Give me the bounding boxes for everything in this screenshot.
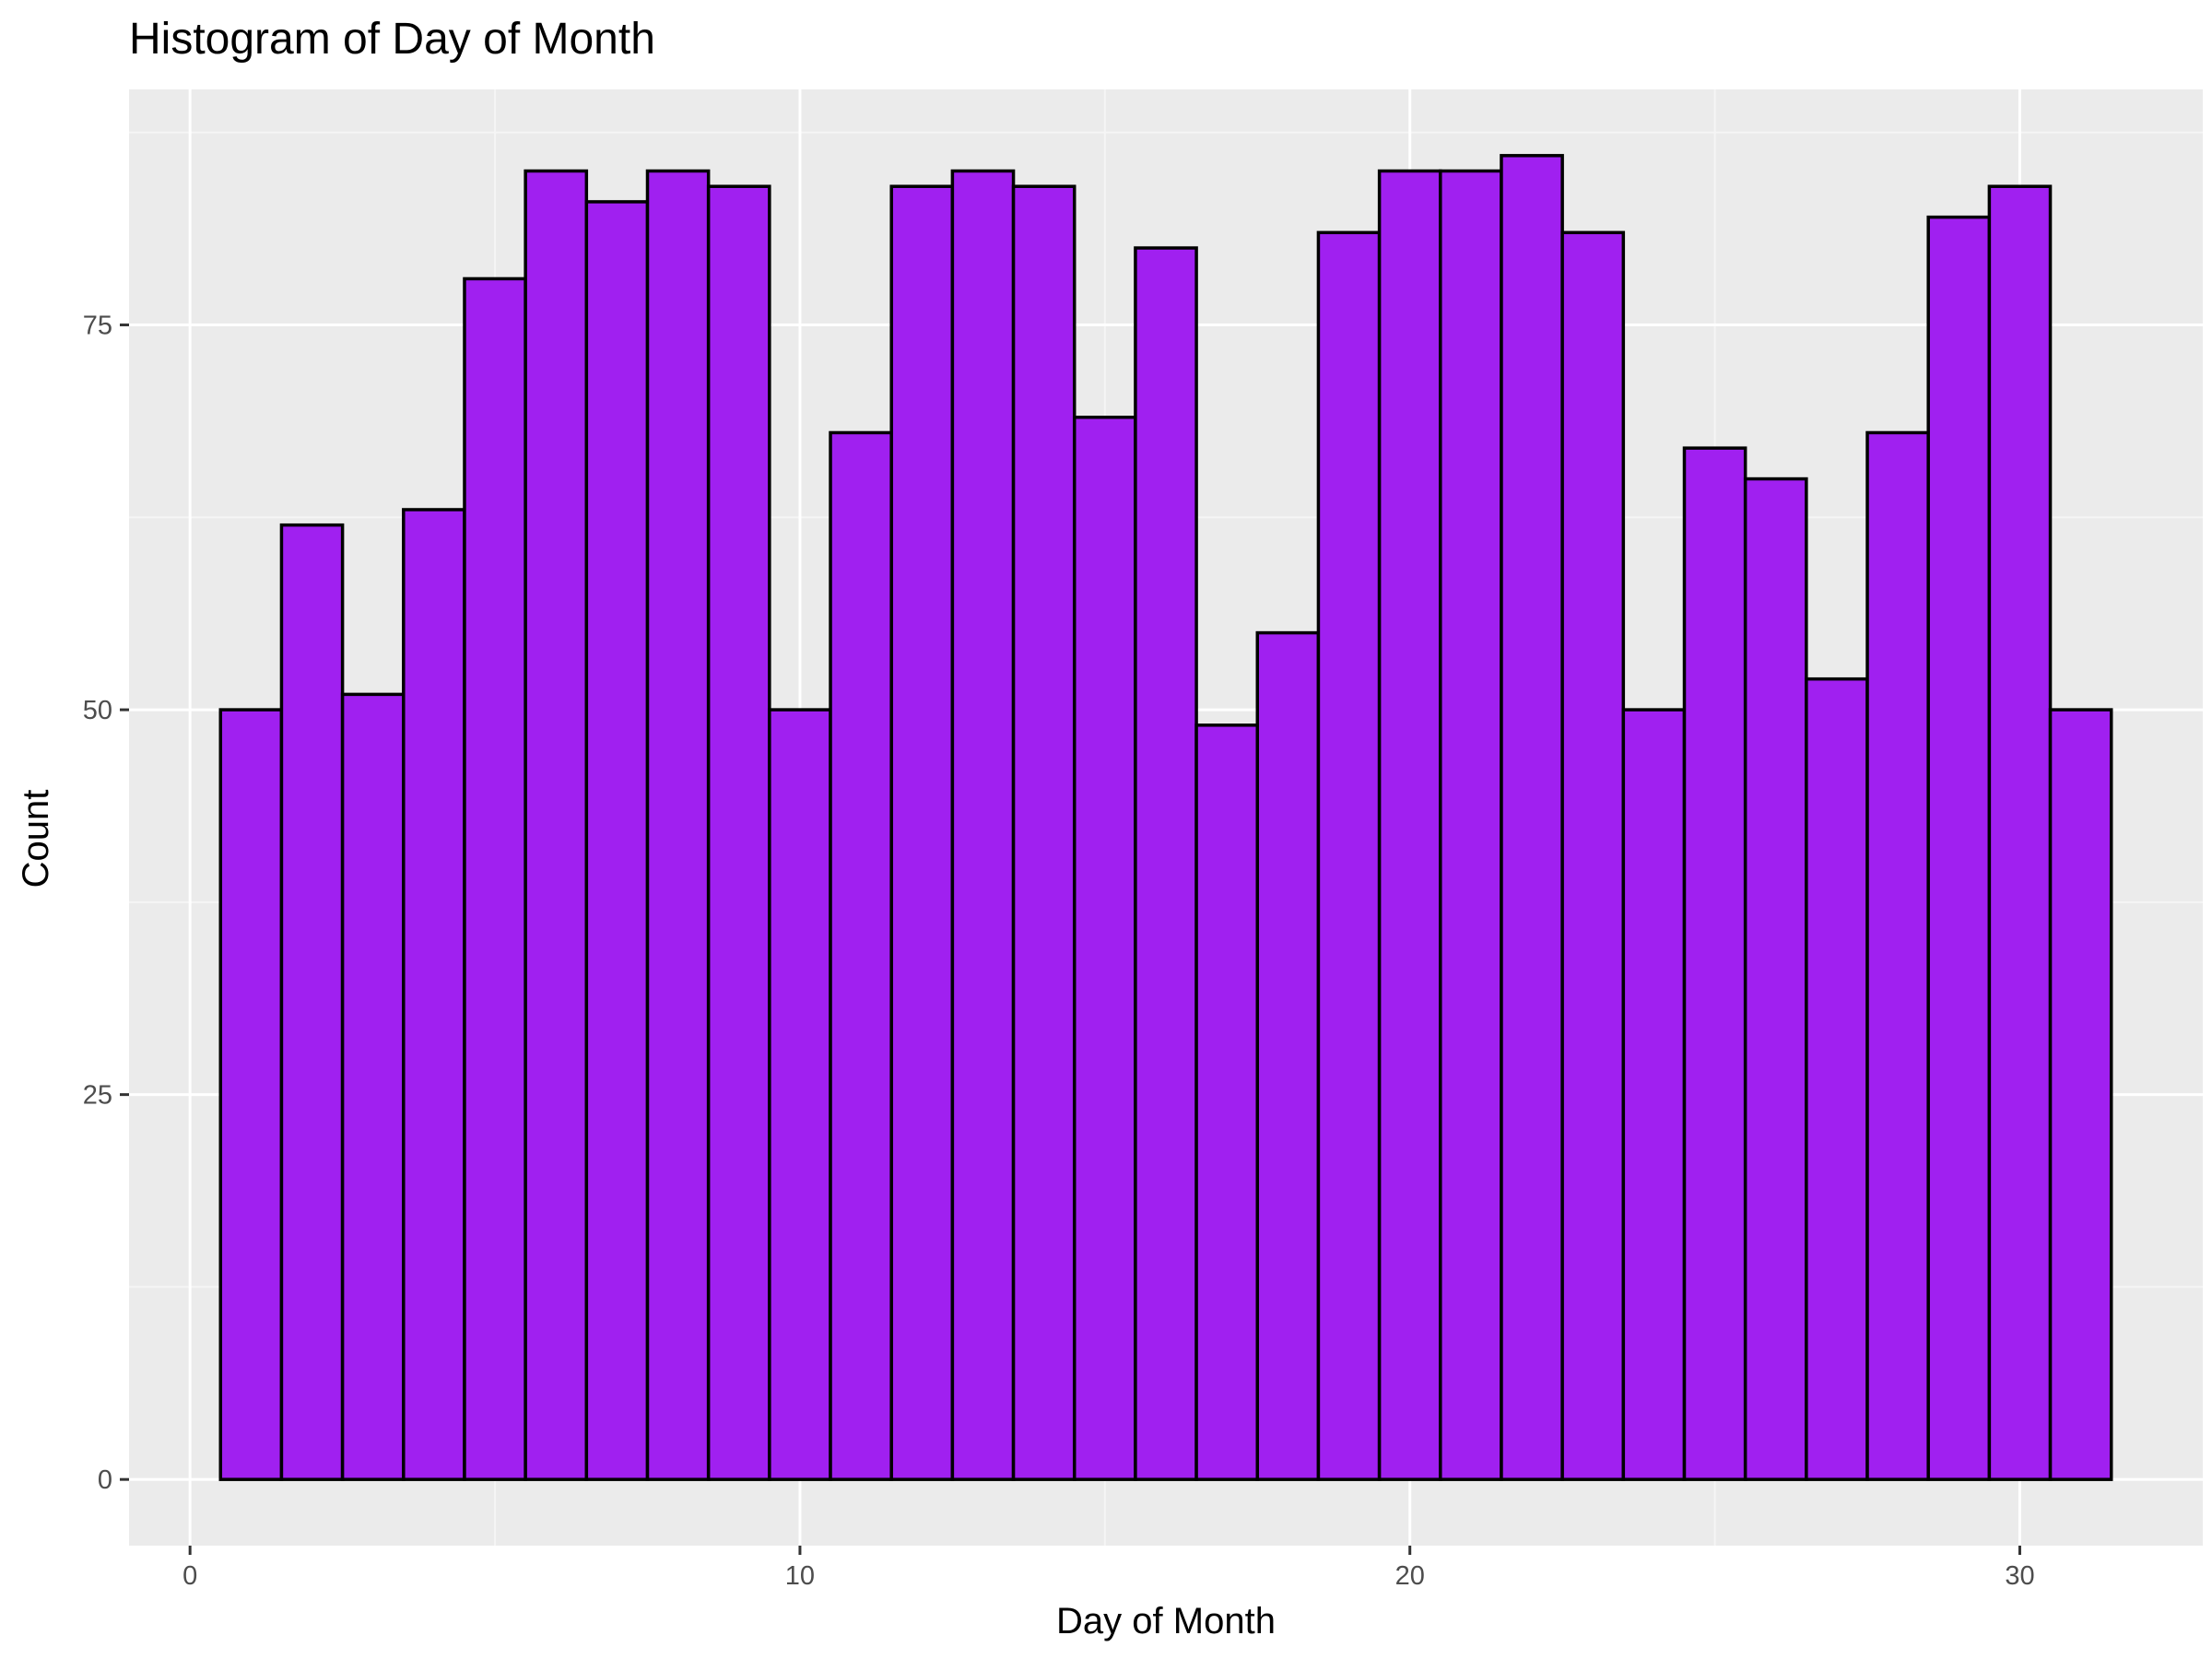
histogram-bar-day-27 [1805, 677, 1869, 1481]
y-tick-label: 25 [83, 1081, 112, 1111]
histogram-bar-day-29 [1926, 215, 1992, 1481]
x-tick-label: 0 [182, 1561, 197, 1591]
histogram-bar-day-6 [524, 169, 589, 1481]
histogram-bar-day-31 [2048, 708, 2113, 1481]
histogram-bar-day-23 [1560, 230, 1626, 1481]
histogram-bar-day-28 [1865, 430, 1930, 1481]
histogram-bar-day-3 [340, 692, 406, 1481]
x-axis: 0 10 20 30 [182, 1546, 2035, 1591]
histogram-bar-day-7 [584, 200, 650, 1481]
histogram-bar-day-14 [1011, 184, 1077, 1481]
x-tick-label: 20 [1395, 1561, 1425, 1591]
histogram-bar-day-19 [1316, 230, 1382, 1481]
histogram-bar-day-30 [1987, 184, 2053, 1481]
histogram-bar-day-22 [1500, 154, 1564, 1481]
histogram-bar-day-2 [279, 523, 345, 1481]
y-tick-label: 0 [98, 1465, 112, 1495]
y-axis-label: Count [16, 790, 56, 888]
histogram-bar-day-26 [1743, 477, 1808, 1481]
histogram-bar-day-21 [1439, 169, 1503, 1481]
histogram-bar-day-10 [768, 708, 832, 1481]
histogram-bar-day-25 [1682, 446, 1747, 1481]
histogram-bar-day-9 [706, 184, 771, 1481]
y-tick-label: 75 [83, 312, 112, 341]
histogram-bar-day-16 [1134, 246, 1198, 1481]
histogram-bar-day-20 [1377, 169, 1442, 1481]
histogram-bar-day-11 [829, 430, 893, 1481]
histogram-bars [218, 154, 2113, 1481]
x-tick-label: 10 [785, 1561, 815, 1591]
histogram-bar-day-18 [1255, 630, 1321, 1481]
y-axis: 0 25 50 75 [83, 312, 129, 1495]
chart-title: Histogram of Day of Month [129, 15, 655, 64]
histogram-bar-day-17 [1194, 724, 1260, 1481]
histogram-bar-day-13 [950, 169, 1016, 1481]
y-tick-label: 50 [83, 696, 112, 725]
histogram-bar-day-4 [402, 508, 466, 1481]
histogram-bar-day-24 [1621, 708, 1687, 1481]
x-tick-label: 30 [2005, 1561, 2034, 1591]
histogram-bar-day-5 [463, 276, 527, 1481]
histogram-bar-day-8 [645, 169, 711, 1481]
histogram-bar-day-12 [889, 184, 955, 1481]
histogram-bar-day-1 [218, 708, 284, 1481]
histogram-bar-day-15 [1072, 416, 1137, 1481]
x-axis-label: Day of Month [1056, 1601, 1276, 1641]
